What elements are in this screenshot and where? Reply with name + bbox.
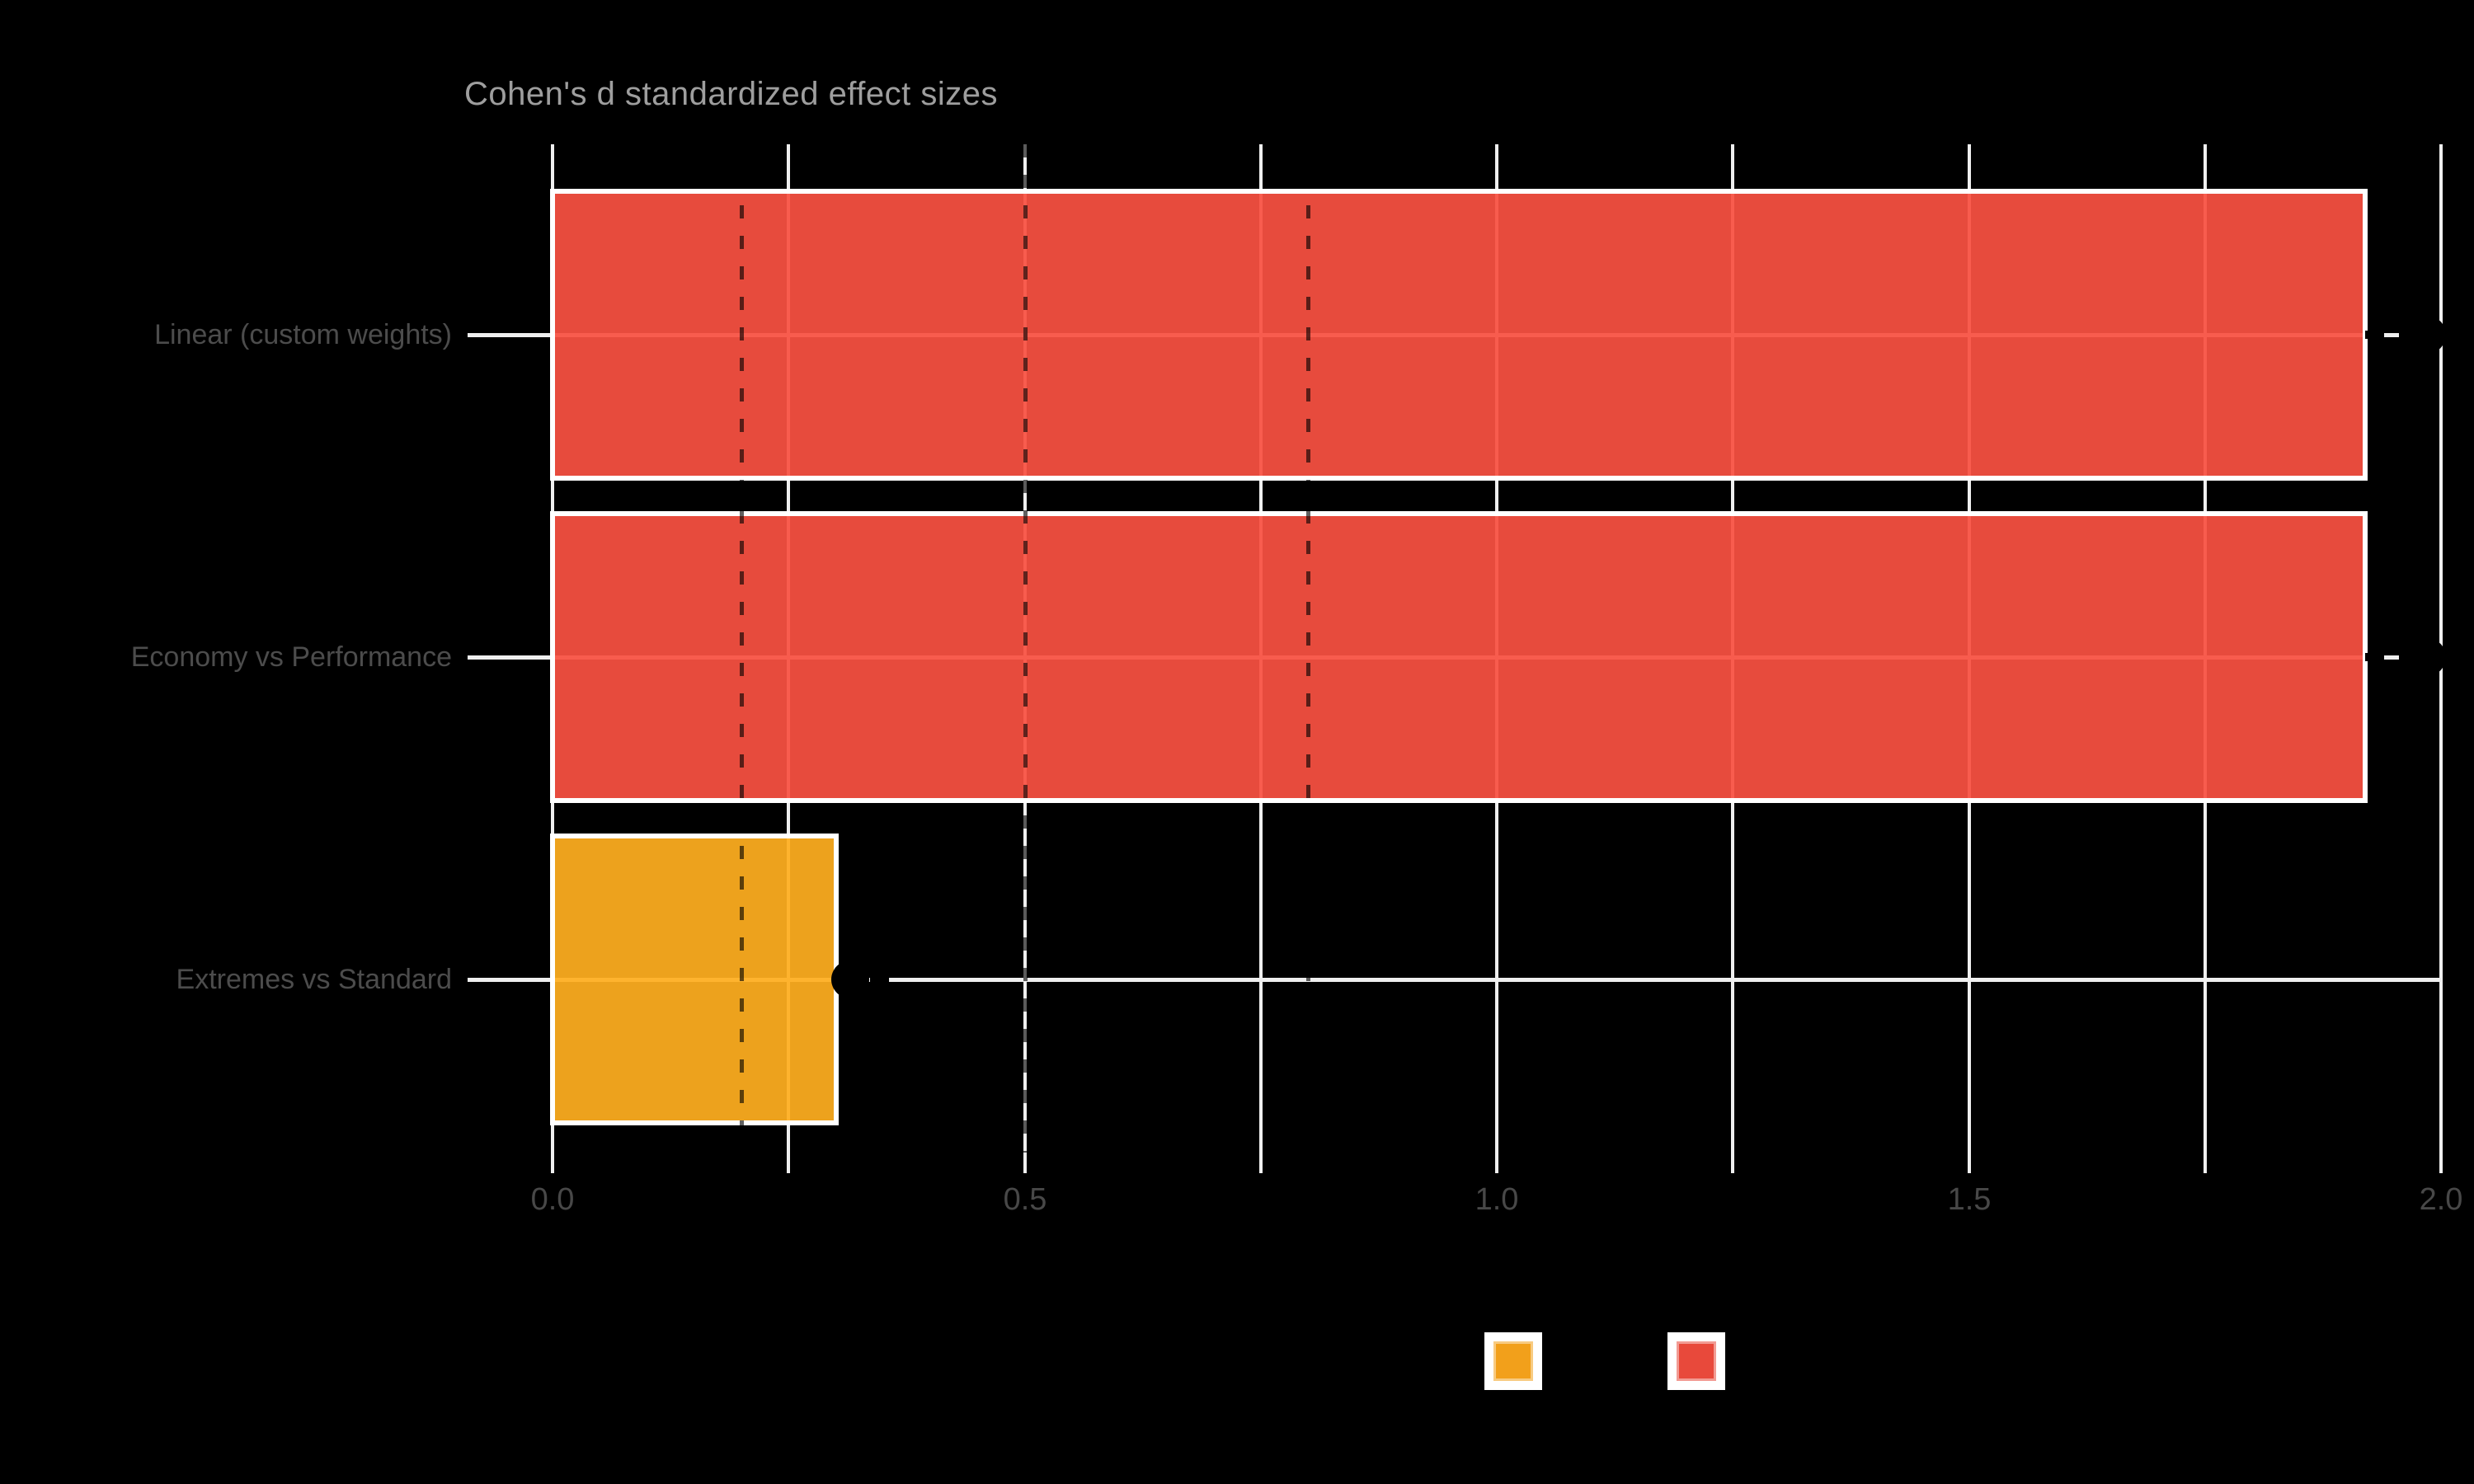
x-axis-tick-label-0.0: 0.0 [530,1182,575,1217]
legend-swatch-red-group [1677,1341,1716,1381]
x-axis-tick-label-1.5: 1.5 [1947,1182,1992,1217]
bar-2 [550,511,2368,803]
x-axis-tick [1968,1153,1971,1173]
ci-whisker-2 [2365,653,2450,661]
y-axis-label-2: Economy vs Performance [130,641,452,673]
x-axis-tick [2439,1153,2443,1173]
y-axis-label-3: Extremes vs Standard [176,964,452,995]
x-axis-tick-label-2.0: 2.0 [2419,1182,2463,1217]
ci-whisker-1 [2365,331,2450,339]
legend-swatch-orange-group [1493,1341,1533,1381]
x-axis-tick [1023,1153,1027,1173]
plot-panel [468,144,2464,1173]
y-axis-tick [468,978,553,982]
x-axis-tick [787,1153,790,1173]
x-axis-tick [1259,1153,1263,1173]
point-marker-3 [831,960,869,998]
x-axis-tick [551,1153,554,1173]
reference-line-0.2 [740,144,744,1153]
reference-line-0.5 [1023,144,1028,1153]
legend-key-orange-group [1484,1332,1542,1390]
bar-1 [550,189,2368,481]
x-axis-tick-label-1.0: 1.0 [1475,1182,1519,1217]
reference-line-0.8 [1306,144,1310,1153]
y-axis-tick [468,655,553,660]
bar-3 [550,834,839,1125]
y-gridline [553,978,2439,982]
point-marker-1 [2408,316,2446,354]
y-axis-label-1: Linear (custom weights) [154,319,452,350]
x-axis-tick-label-0.5: 0.5 [1003,1182,1047,1217]
x-axis-tick [1495,1153,1498,1173]
chart-title: Cohen's d standardized effect sizes [464,76,998,112]
legend-key-red-group [1667,1332,1725,1390]
x-axis-tick [2204,1153,2207,1173]
point-marker-2 [2408,638,2446,676]
y-axis-tick [468,333,553,337]
x-axis-tick [1731,1153,1734,1173]
